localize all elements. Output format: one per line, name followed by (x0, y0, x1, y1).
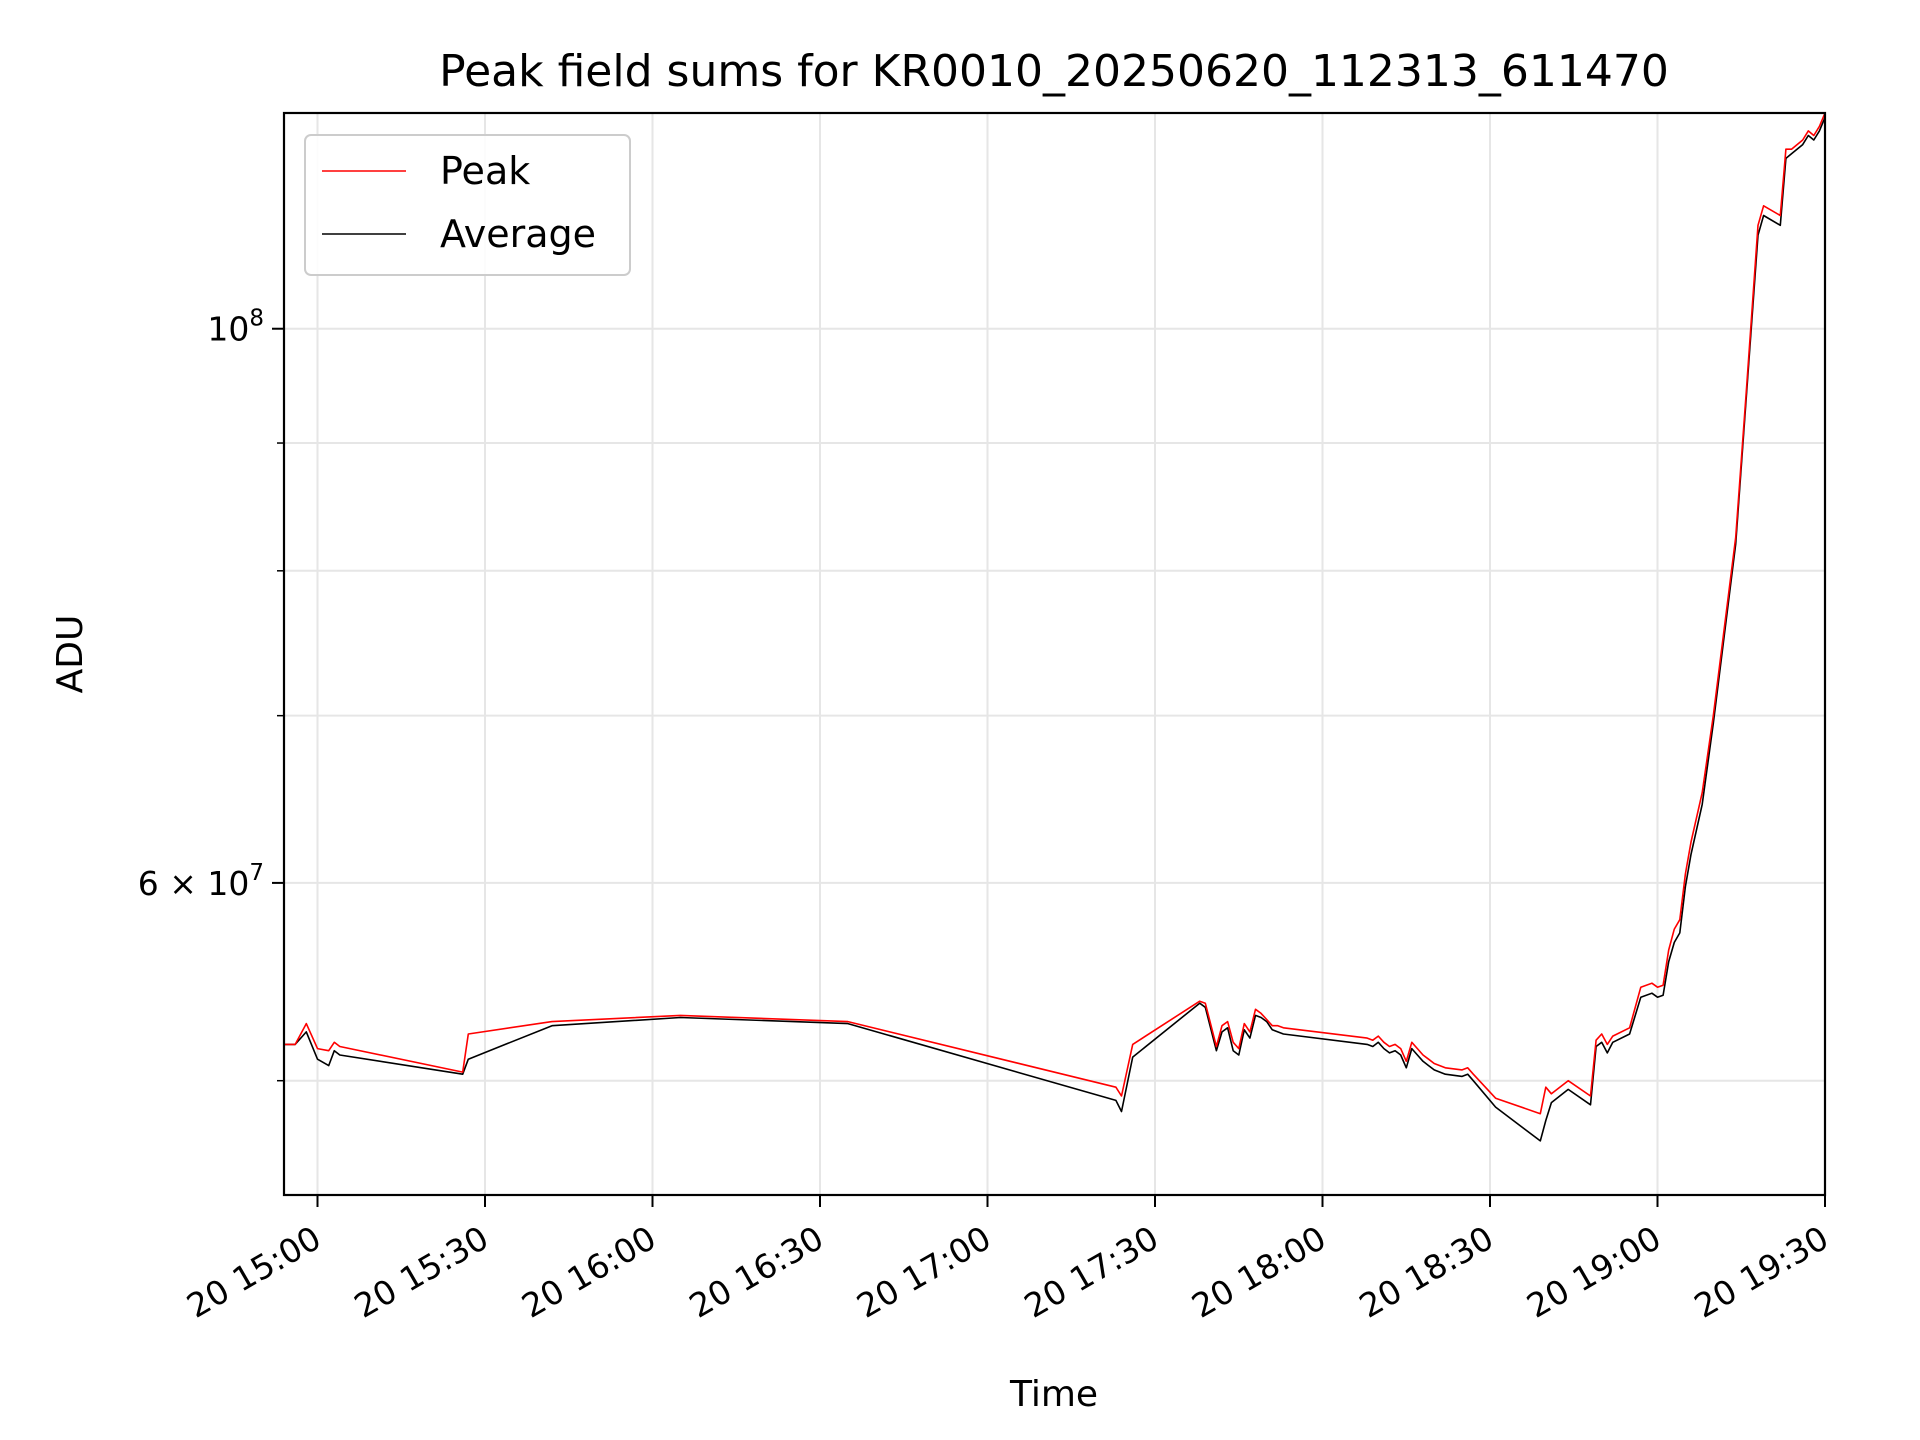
axes-frame (282, 111, 1827, 1197)
series-line-average (284, 117, 1826, 1142)
legend-label-average: Average (440, 212, 596, 256)
y-tick-label: 108 (207, 306, 264, 349)
series-line-peak (284, 112, 1826, 1115)
plot-area (284, 112, 1826, 1142)
x-axis-label: Time (1009, 1374, 1098, 1415)
chart-title: Peak field sums for KR0010_20250620_1123… (439, 46, 1669, 97)
y-axis: 6 × 107 108 (138, 306, 284, 1082)
legend-label-peak: Peak (440, 149, 530, 193)
y-tick-label: 6 × 107 (138, 860, 264, 903)
y-axis-label: ADU (50, 615, 91, 694)
legend-box (304, 134, 631, 276)
legend: Peak Average (304, 134, 631, 276)
grid (284, 113, 1826, 1195)
